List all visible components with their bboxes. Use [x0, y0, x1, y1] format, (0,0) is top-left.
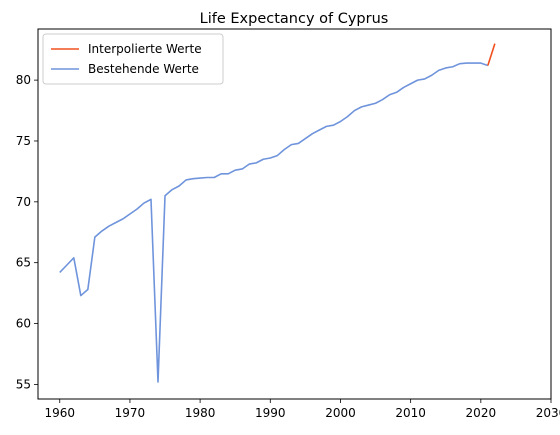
y-tick-label: 65 — [16, 256, 31, 270]
x-tick-label: 1980 — [185, 406, 216, 420]
legend-label: Bestehende Werte — [88, 62, 199, 76]
chart-title: Life Expectancy of Cyprus — [200, 11, 389, 27]
x-tick-label: 2020 — [466, 406, 497, 420]
y-tick-label: 75 — [16, 134, 31, 148]
x-tick-label: 2010 — [395, 406, 426, 420]
series-line-0 — [487, 43, 496, 66]
plot-frame — [37, 28, 552, 400]
x-tick-label: 1960 — [44, 406, 75, 420]
legend: Interpolierte Werte Bestehende Werte — [42, 33, 224, 85]
x-tick-label: 1970 — [115, 406, 146, 420]
x-tick-label: 2000 — [325, 406, 356, 420]
y-tick-label: 55 — [16, 377, 31, 391]
series-line-1 — [59, 62, 489, 383]
y-tick-label: 80 — [16, 73, 31, 87]
x-tick-label: 1990 — [255, 406, 286, 420]
legend-box — [42, 33, 224, 85]
x-tick-label: 2030 — [536, 406, 560, 420]
y-tick-label: 60 — [16, 317, 31, 331]
y-tick-label: 70 — [16, 195, 31, 209]
legend-label: Interpolierte Werte — [88, 42, 202, 56]
